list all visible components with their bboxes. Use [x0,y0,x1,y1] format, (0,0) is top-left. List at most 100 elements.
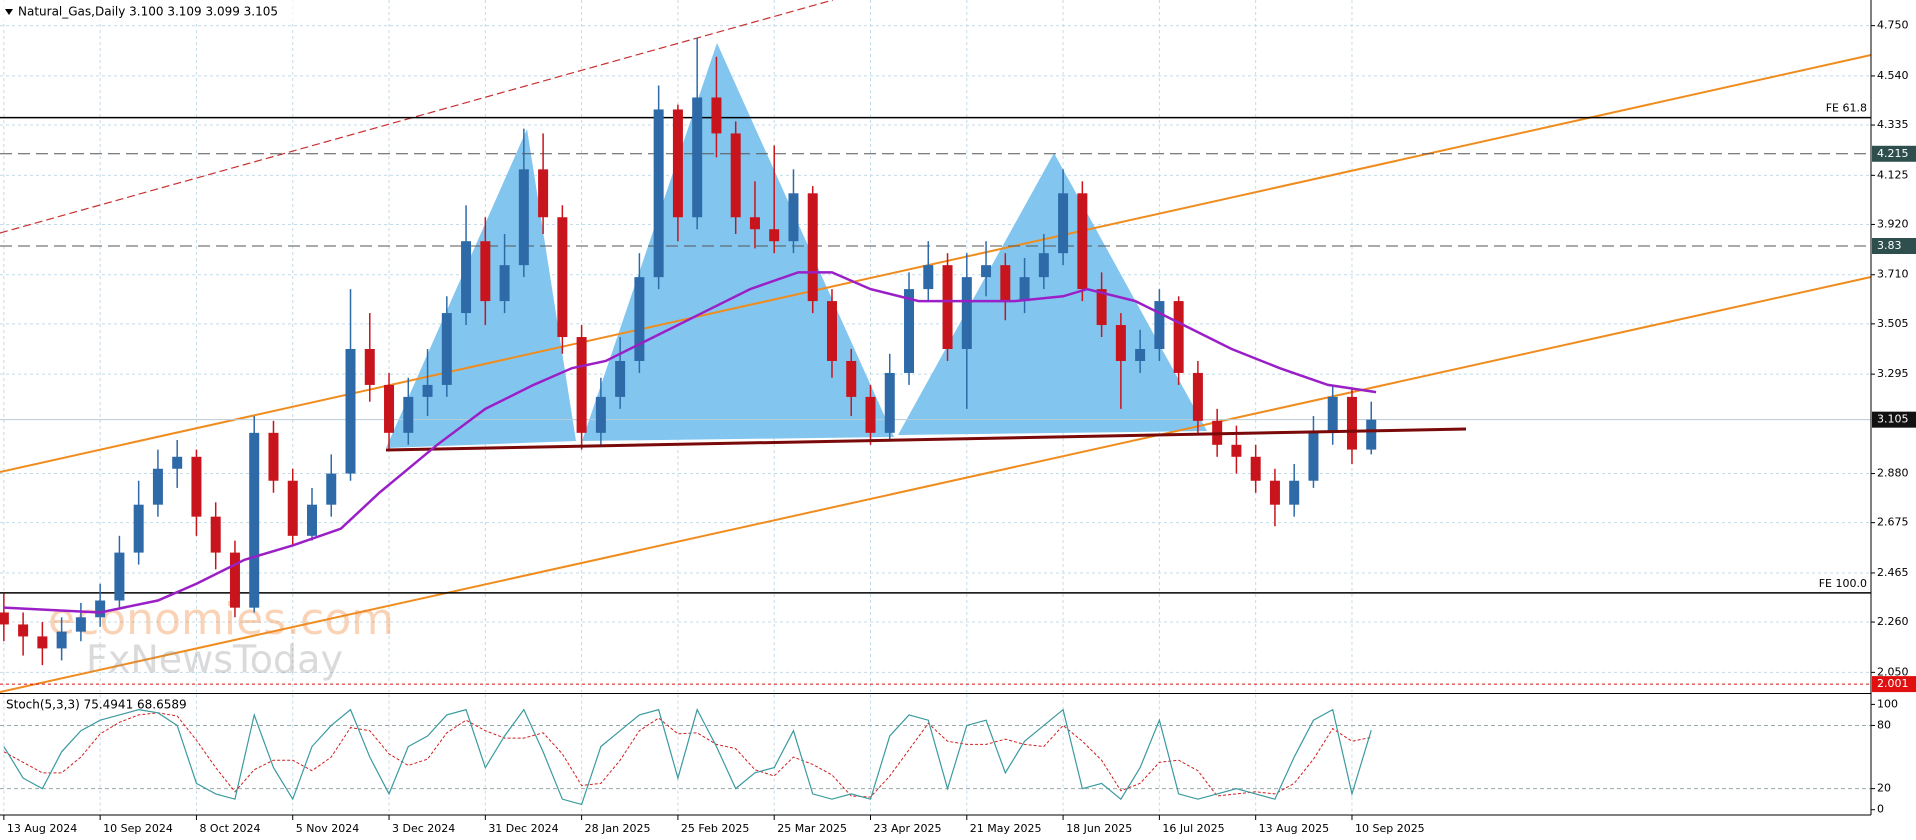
candle-body [1327,396,1338,433]
candle-body [249,432,260,608]
candle-body [1077,193,1088,290]
candle-body [961,277,972,349]
x-tick-label: 10 Sep 2025 [1355,822,1425,835]
channel-line [0,276,1872,693]
candle-body [114,552,125,601]
moving-average [3,271,1377,614]
menu-arrow [5,9,13,15]
candle-body [1231,444,1242,457]
x-tick-label: 28 Jan 2025 [585,822,651,835]
candle-body [37,636,48,649]
candle-body [788,193,799,242]
x-tick-label: 25 Feb 2025 [681,822,749,835]
level-label: FE 61.8 [1826,102,1867,115]
candle-body [518,169,529,266]
x-tick-label: 13 Aug 2025 [1259,822,1329,835]
pattern-triangle [582,43,894,441]
x-tick-label: 18 Jun 2025 [1066,822,1132,835]
y-tick-label: 2.675 [1877,516,1909,529]
candle-body [422,384,433,397]
x-tick-label: 5 Nov 2024 [296,822,359,835]
candle-body [981,265,992,278]
x-tick-label: 8 Oct 2024 [199,822,260,835]
candle-body [1289,480,1300,505]
candle-body [1096,289,1107,326]
candle-body [75,617,86,632]
stoch-tick-label: 0 [1877,803,1884,816]
price-badge [1872,411,1916,428]
x-tick-label: 31 Dec 2024 [488,822,558,835]
x-tick-label: 10 Sep 2024 [103,822,173,835]
candle-body [461,241,472,314]
candle-body [595,396,606,433]
candle-body [1115,325,1126,361]
y-tick-label: 3.295 [1877,367,1909,380]
candle-body [942,265,953,349]
candle-body [1000,265,1011,302]
candle-body [1366,419,1377,450]
candle-body [1135,348,1146,361]
axes: 4.750 4.540 4.335 4.125 3.920 3.710 3.505 3.295… [3,19,1916,835]
y-tick-label: 2.880 [1877,467,1909,480]
stoch-d [3,712,1372,798]
candle-body [749,217,760,230]
candle-body [1308,432,1319,481]
x-tick-label: 13 Aug 2024 [7,822,77,835]
price-badge [1872,676,1916,693]
candle-body [287,480,298,536]
y-tick-label: 2.260 [1877,615,1909,628]
candle-body [692,97,703,218]
x-tick-label: 25 Mar 2025 [777,822,847,835]
candle-body [884,372,895,433]
x-tick-label: 23 Apr 2025 [874,822,942,835]
stoch-tick-label: 80 [1877,718,1891,731]
y-tick-label: 2.465 [1877,566,1909,579]
candle-body [711,97,722,134]
candle-body [557,217,568,338]
candle-body [672,109,683,218]
stoch-tick-label: 20 [1877,782,1891,795]
price-badge-label: 3.105 [1877,413,1909,426]
candle-body [403,396,414,433]
candle-body [268,432,279,481]
y-tick-label: 4.540 [1877,69,1909,82]
x-tick-label: 3 Dec 2024 [392,822,455,835]
neckline [385,427,1467,452]
candle-body [1250,456,1261,481]
watermark: FxNewsToday [86,638,343,682]
price-badge-label: 4.215 [1877,147,1909,160]
candle-body [210,516,221,553]
candle-body [95,600,106,618]
candle-body [904,289,915,373]
candle-body [1019,277,1030,302]
candle-body [480,241,491,302]
indicators [3,271,1377,806]
candle-body [615,360,626,397]
candle-body [634,277,645,361]
price-badge [1872,145,1916,162]
candle-body [56,631,67,649]
stoch-k [3,708,1372,806]
candle-body [229,552,240,608]
y-tick-label: 2.050 [1877,665,1909,678]
stoch-tick-label: 100 [1877,697,1898,710]
candle-body [364,348,375,385]
candle-body [538,169,549,218]
y-tick-label: 3.710 [1877,268,1909,281]
price-badge-label: 2.001 [1877,677,1909,690]
candle-body [172,456,183,469]
candle-body [865,396,876,433]
chart-title: Natural_Gas,Daily 3.100 3.109 3.099 3.10… [18,5,278,19]
candle-body [306,504,317,536]
candles [0,37,1377,666]
channel-line [0,54,1872,473]
y-tick-label: 4.125 [1877,168,1909,181]
candle-body [1346,396,1357,450]
candle-body [1154,301,1165,349]
candle-body [1192,372,1203,421]
y-tick-label: 3.920 [1877,217,1909,230]
candle-body [576,337,587,433]
x-tick-label: 16 Jul 2025 [1162,822,1224,835]
candle-body [846,360,857,397]
